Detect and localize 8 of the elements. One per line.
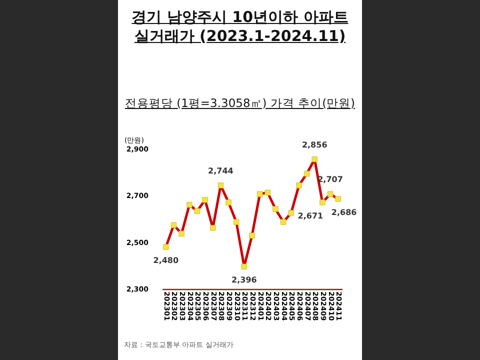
- data-label: 2,671: [298, 211, 324, 220]
- data-label: 2,744: [208, 166, 234, 176]
- chart-subtitle: 전용평당 (1평=3.3058㎡) 가격 추이(만원): [124, 96, 356, 111]
- data-label: 2,686: [331, 208, 358, 217]
- data-label: 2,856: [302, 140, 328, 150]
- data-label: 2,396: [232, 276, 258, 285]
- data-label: 2,480: [153, 256, 179, 265]
- chart-title: 경기 남양주시 10년이하 아파트 실거래가 (2023.1-2024.11): [130, 8, 350, 46]
